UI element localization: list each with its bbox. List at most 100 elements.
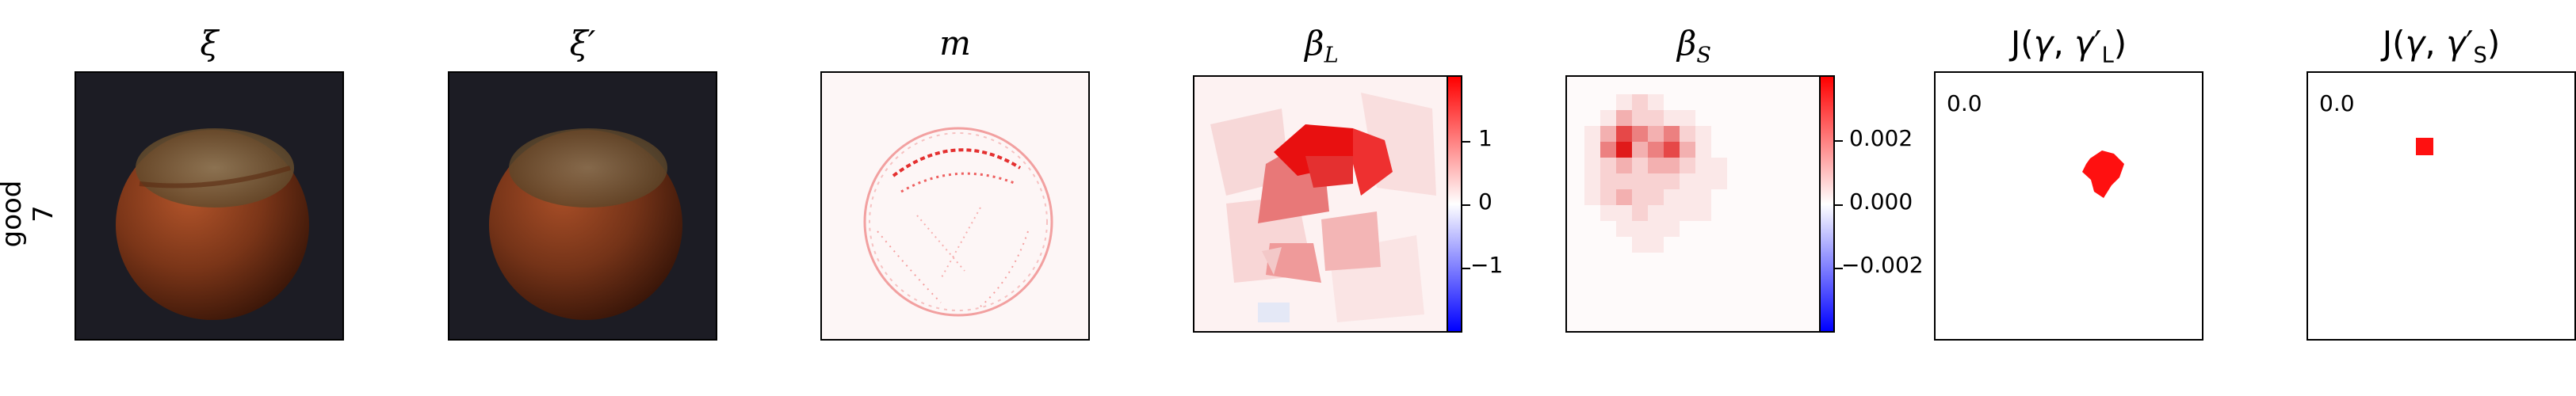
beta-s-patch [1791,189,1806,205]
beta-s-patch [1711,173,1727,189]
beta-s-patch [1680,205,1695,221]
beta-s-patch [1695,142,1711,158]
beta-s-patch [1632,205,1648,221]
beta-s-patch [1759,158,1775,173]
beta-s-patch [1664,237,1680,253]
colorbar-tick [1835,268,1843,269]
beta-s-patch [1680,94,1695,110]
beta-s-patch [1759,237,1775,253]
beta-s-patch [1743,189,1759,205]
beta-s-patch [1743,237,1759,253]
beta-s-patch [1775,173,1791,189]
beta-s-patch [1711,158,1727,173]
beta-s-patch [1727,126,1743,142]
beta-s-patch [1791,158,1806,173]
beta-s-patch [1584,189,1600,205]
beta-s-patch [1775,237,1791,253]
beta-s-patch [1743,142,1759,158]
beta-s-patch [1664,221,1680,237]
beta-s-patch [1711,221,1727,237]
beta-s-patch [1648,110,1664,126]
beta-s-patch [1775,142,1791,158]
image-beta-l [1193,75,1450,333]
beta-s-patch [1775,126,1791,142]
beta-s-patch [1600,110,1616,126]
beta-s-patch [1727,173,1743,189]
colorbar-tick-label: −0.002 [1841,252,1924,278]
beta-s-patch [1584,158,1600,173]
beta-s-patch [1664,173,1680,189]
beta-s-patch [1775,221,1791,237]
image-j-s: 0.0 [2307,71,2576,341]
beta-s-patch [1680,189,1695,205]
beta-s-patch [1648,221,1664,237]
beta-s-patch [1648,205,1664,221]
colorbar-tick [1462,141,1470,143]
beta-s-patch [1584,94,1600,110]
beta-s-patch [1616,221,1632,237]
beta-s-patch [1600,158,1616,173]
beta-s-patch [1584,142,1600,158]
j-l-value: 0.0 [1947,90,1982,116]
beta-s-patch [1600,126,1616,142]
beta-s-patch [1791,173,1806,189]
beta-s-patch [1648,142,1664,158]
beta-s-patch [1711,126,1727,142]
colorbar-tick-label: 0.000 [1849,188,1913,215]
beta-s-patch [1680,237,1695,253]
beta-s-patch [1743,158,1759,173]
panel-title-j-s: J(γ, γ′S) [2382,24,2501,68]
beta-s-patch [1791,94,1806,110]
beta-s-patch [1695,205,1711,221]
beta-s-patch [1775,158,1791,173]
beta-s-patch [1632,158,1648,173]
beta-s-patch [1616,110,1632,126]
beta-s-patch [1600,189,1616,205]
beta-s-patch [1632,189,1648,205]
colorbar-tick [1835,140,1843,142]
colorbar-beta-l [1447,75,1462,333]
beta-s-patch [1616,189,1632,205]
panel-title-beta-s: βS [1677,24,1711,68]
beta-s-patch [1711,189,1727,205]
beta-s-patch [1632,126,1648,142]
beta-s-patch [1791,221,1806,237]
beta-s-patch [1632,142,1648,158]
beta-s-patch [1743,126,1759,142]
image-j-l: 0.0 [1934,71,2203,341]
beta-s-patch [1664,110,1680,126]
beta-s-patch [1727,158,1743,173]
beta-s-patch [1791,126,1806,142]
beta-s-patch [1584,110,1600,126]
beta-s-patch [1759,189,1775,205]
beta-s-patch [1600,237,1616,253]
beta-s-patch [1584,237,1600,253]
beta-s-patch [1680,173,1695,189]
j-s-value: 0.0 [2319,90,2355,116]
beta-s-patch [1632,110,1648,126]
beta-s-patch [1711,237,1727,253]
beta-s-patch [1600,221,1616,237]
row-label-index: 7 [28,205,59,223]
beta-s-patch [1648,94,1664,110]
beta-s-patch [1695,189,1711,205]
beta-s-patch [1616,158,1632,173]
beta-s-patch [1791,142,1806,158]
beta-s-patch [1632,237,1648,253]
beta-s-patch [1648,173,1664,189]
beta-s-patch [1711,110,1727,126]
panel-title-j-l: J(γ, γ′L) [2010,24,2127,68]
beta-s-patch [1600,94,1616,110]
colorbar-tick-label: 1 [1478,125,1492,151]
beta-s-patch [1664,142,1680,158]
beta-s-patch [1727,189,1743,205]
beta-s-patch [1743,205,1759,221]
colorbar-tick [1835,204,1843,206]
row-label-class: good [0,180,28,248]
beta-s-patch [1648,237,1664,253]
beta-s-patch [1759,94,1775,110]
beta-s-patch [1695,237,1711,253]
beta-s-patch [1584,221,1600,237]
image-beta-s [1565,75,1823,333]
beta-s-patch [1727,110,1743,126]
